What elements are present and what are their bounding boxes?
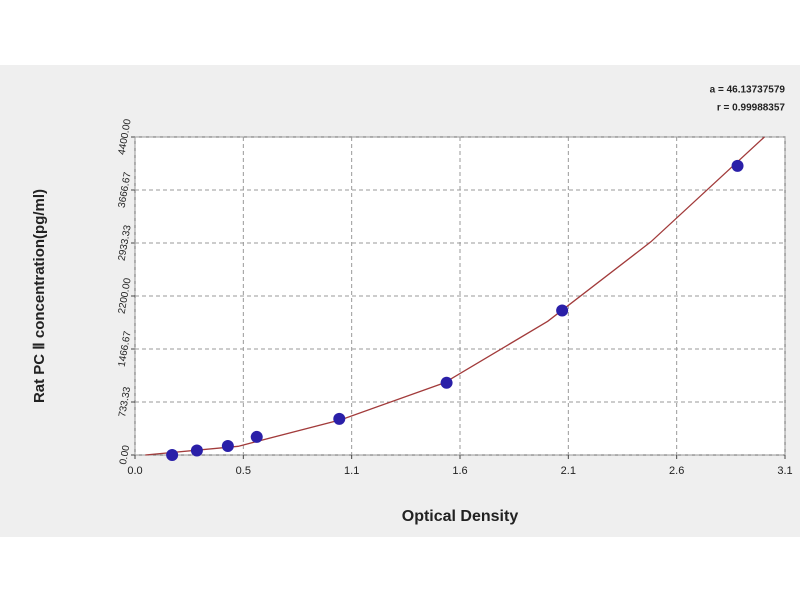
y-axis-label: Rat PC Ⅱ concentration(pg/ml) xyxy=(31,189,48,403)
x-tick-label: 2.6 xyxy=(669,465,684,477)
y-tick-label: 0.00 xyxy=(118,444,132,466)
data-point xyxy=(556,304,569,317)
x-tick-label: 0.0 xyxy=(127,465,142,477)
data-point xyxy=(166,449,179,461)
x-tick-label: 1.1 xyxy=(344,465,359,477)
data-point xyxy=(731,159,744,172)
data-point xyxy=(190,444,203,457)
y-tick-label: 733.33 xyxy=(117,386,133,418)
x-tick-label: 0.5 xyxy=(236,465,251,477)
data-point xyxy=(333,412,346,425)
x-tick-label: 2.1 xyxy=(561,465,576,477)
annotation: a = 46.13737579 xyxy=(710,85,786,96)
data-point xyxy=(221,439,234,452)
x-tick-label: 3.1 xyxy=(777,465,792,477)
data-point xyxy=(250,430,263,443)
x-axis-label: Optical Density xyxy=(402,508,519,525)
x-tick-label: 1.6 xyxy=(452,465,467,477)
annotation: r = 0.99988357 xyxy=(717,103,786,114)
data-point xyxy=(440,376,453,389)
